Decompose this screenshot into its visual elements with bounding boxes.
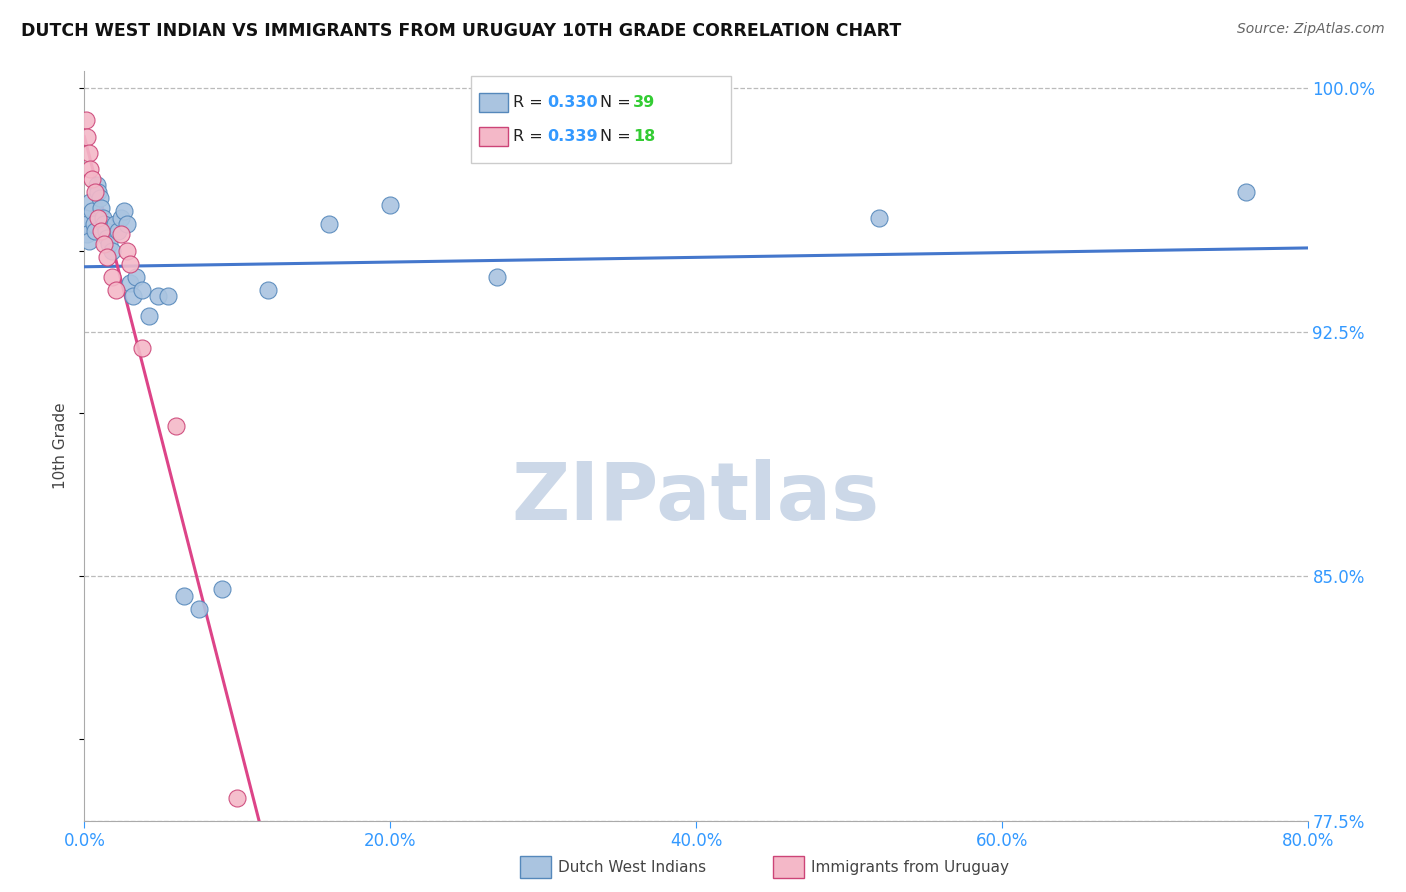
Point	[120, 276, 142, 290]
Point	[101, 269, 124, 284]
Point	[89, 191, 111, 205]
Y-axis label: 10th Grade: 10th Grade	[53, 402, 69, 490]
Point	[90, 224, 112, 238]
Point	[165, 419, 187, 434]
Point	[110, 211, 132, 225]
Point	[77, 145, 100, 160]
Text: 39: 39	[633, 95, 655, 110]
Point	[84, 224, 107, 238]
Point	[76, 129, 98, 144]
Point	[120, 256, 142, 270]
Point	[486, 269, 509, 284]
Point	[104, 218, 127, 232]
Point	[86, 178, 108, 193]
Point	[131, 283, 153, 297]
Point	[96, 250, 118, 264]
Text: Immigrants from Uruguay: Immigrants from Uruguay	[811, 860, 1010, 874]
Text: DUTCH WEST INDIAN VS IMMIGRANTS FROM URUGUAY 10TH GRADE CORRELATION CHART: DUTCH WEST INDIAN VS IMMIGRANTS FROM URU…	[21, 22, 901, 40]
Point	[94, 224, 117, 238]
Point	[380, 198, 402, 212]
Text: Dutch West Indians: Dutch West Indians	[558, 860, 706, 874]
Point	[1236, 185, 1258, 199]
Point	[87, 211, 110, 225]
Point	[173, 589, 195, 603]
Point	[90, 201, 112, 215]
Point	[138, 309, 160, 323]
Point	[115, 218, 138, 232]
Point	[146, 289, 169, 303]
Text: ZIPatlas: ZIPatlas	[512, 459, 880, 538]
Point	[188, 602, 211, 616]
Point	[869, 211, 891, 225]
Point	[76, 227, 98, 242]
Text: 0.339: 0.339	[547, 129, 598, 144]
Point	[211, 582, 233, 597]
Point	[105, 283, 128, 297]
Text: N =: N =	[600, 129, 637, 144]
Point	[257, 283, 280, 297]
Point	[84, 185, 107, 199]
Point	[80, 204, 103, 219]
Point	[157, 289, 180, 303]
Point	[226, 790, 249, 805]
Point	[110, 227, 132, 242]
Point	[77, 234, 100, 248]
Point	[93, 237, 115, 252]
Point	[96, 230, 118, 244]
Point	[91, 211, 114, 225]
Text: N =: N =	[600, 95, 637, 110]
Point	[318, 218, 340, 232]
Point	[80, 172, 103, 186]
Point	[125, 269, 148, 284]
Point	[83, 218, 105, 232]
Text: Source: ZipAtlas.com: Source: ZipAtlas.com	[1237, 22, 1385, 37]
Point	[79, 162, 101, 177]
Point	[76, 218, 98, 232]
Point	[112, 204, 135, 219]
Text: 0.330: 0.330	[547, 95, 598, 110]
Point	[75, 211, 97, 225]
Point	[97, 237, 120, 252]
Point	[107, 224, 129, 238]
Text: R =: R =	[513, 129, 548, 144]
Point	[79, 194, 101, 209]
Text: R =: R =	[513, 95, 548, 110]
Point	[75, 113, 97, 128]
Point	[122, 289, 145, 303]
Point	[115, 244, 138, 258]
Point	[131, 341, 153, 355]
Point	[87, 185, 110, 199]
Point	[101, 244, 124, 258]
Text: 18: 18	[633, 129, 655, 144]
Point	[93, 218, 115, 232]
